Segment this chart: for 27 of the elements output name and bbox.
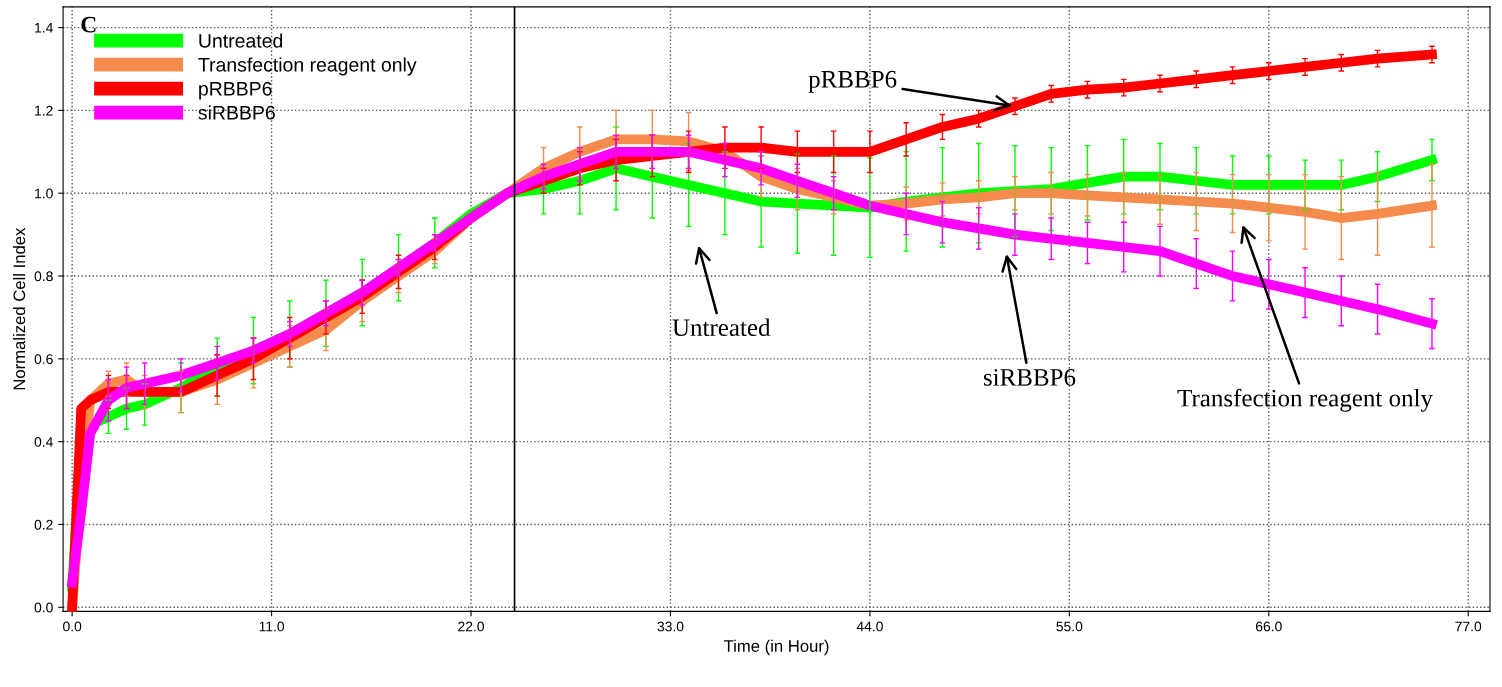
x-tick-label: 77.0: [1455, 621, 1482, 632]
legend-label: Untreated: [199, 33, 283, 48]
x-axis-title: Time (in Hour): [723, 639, 829, 656]
x-tick-label: 33.0: [657, 621, 684, 632]
y-tick-label: 0.8: [34, 271, 53, 282]
y-tick-label: 0.2: [34, 519, 53, 530]
y-tick-label: 1.4: [35, 23, 53, 33]
annotation: siRBBP6: [983, 369, 1076, 386]
x-tick-label: 66.0: [1255, 621, 1282, 632]
y-tick-label: 0.6: [34, 354, 53, 365]
x-tick-label: 0.0: [63, 621, 82, 632]
legend-label: Transfection reagent only: [198, 57, 417, 76]
annotation: Transfection reagent only: [1177, 388, 1433, 412]
x-tick-label: 55.0: [1056, 621, 1083, 632]
x-tick-label: 22.0: [458, 621, 484, 632]
legend-label: siRBBP6: [198, 105, 275, 120]
x-tick-label: 44.0: [856, 621, 883, 632]
legend-label: pRBBP6: [199, 81, 272, 100]
y-tick-label: 0.0: [34, 602, 53, 613]
y-axis-title: Normalized Cell Index: [12, 227, 26, 390]
x-tick-label: 11.0: [259, 621, 285, 632]
y-tick-label: 0.4: [34, 436, 53, 447]
annotation: Untreated: [672, 318, 771, 337]
annotation: C: [81, 16, 96, 33]
annotation: pRBBP6: [808, 70, 897, 93]
y-tick-label: 1.2: [35, 105, 53, 116]
y-tick-label: 1.0: [35, 188, 53, 199]
